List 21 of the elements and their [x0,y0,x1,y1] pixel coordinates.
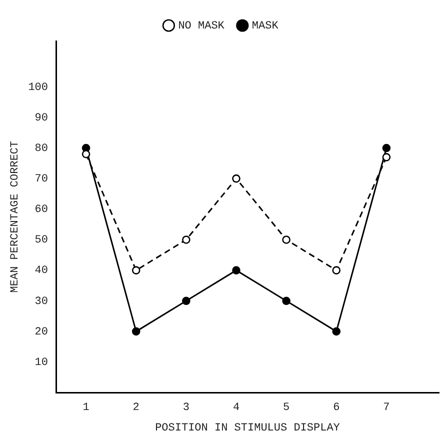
x-axis-title: POSITION IN STIMULUS DISPLAY [155,422,340,434]
y-tick-label: 100 [28,82,48,94]
x-tick-label: 6 [333,402,340,414]
x-tick-label: 5 [282,402,290,414]
y-tick-label: 80 [34,142,48,155]
y-tick-label: 90 [34,112,48,124]
legend-label: MASK [252,20,279,32]
y-tick-label: 70 [34,173,48,186]
y-tick-label: 20 [34,326,48,338]
y-tick-label: 50 [34,234,48,247]
x-tick-label: 2 [132,402,140,414]
x-tick-label: 1 [82,402,90,414]
x-tick-label: 7 [383,402,390,414]
y-tick-label: 30 [34,296,48,308]
x-tick-label: 3 [182,402,190,414]
x-tick-label: 4 [232,402,240,414]
y-tick-label: 40 [34,265,48,278]
y-tick-label: 60 [34,204,48,216]
y-axis-title: MEAN PERCENTAGE CORRECT [10,140,22,293]
y-tick-label: 10 [34,356,48,369]
legend-label: NO MASK [178,20,225,32]
